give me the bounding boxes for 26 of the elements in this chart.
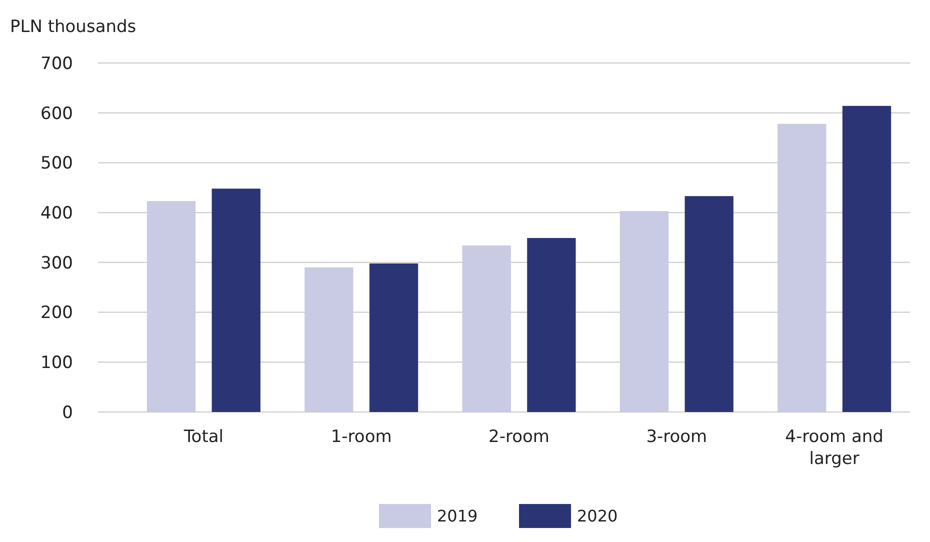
legend-label: 2020 xyxy=(577,506,618,526)
y-tick-label: 100 xyxy=(40,353,73,374)
bar xyxy=(842,106,892,412)
bar xyxy=(304,267,354,412)
bar xyxy=(462,245,511,412)
bar xyxy=(146,201,196,412)
legend-label: 2019 xyxy=(437,506,478,526)
bar xyxy=(212,188,260,412)
bar xyxy=(369,263,418,412)
y-tick-label: 300 xyxy=(40,253,73,274)
bar xyxy=(684,196,734,412)
x-tick-label: 1-room xyxy=(330,427,392,447)
bar xyxy=(527,238,576,412)
x-tick-label: 4-room and larger xyxy=(785,427,884,469)
x-tick-label: Total xyxy=(182,427,224,447)
y-tick-label: 600 xyxy=(40,104,73,124)
y-tick-label: 200 xyxy=(40,303,73,324)
x-tick-label: 2-room xyxy=(488,427,550,447)
y-tick-label: 500 xyxy=(40,154,73,174)
y-tick-label: 400 xyxy=(40,204,73,224)
bar xyxy=(778,124,826,412)
y-tick-label: 700 xyxy=(40,54,73,74)
y-axis-title: PLN thousands xyxy=(10,17,136,37)
x-tick-label: 3-room xyxy=(646,427,708,447)
y-tick-label: 0 xyxy=(62,402,73,423)
bar xyxy=(620,211,669,412)
